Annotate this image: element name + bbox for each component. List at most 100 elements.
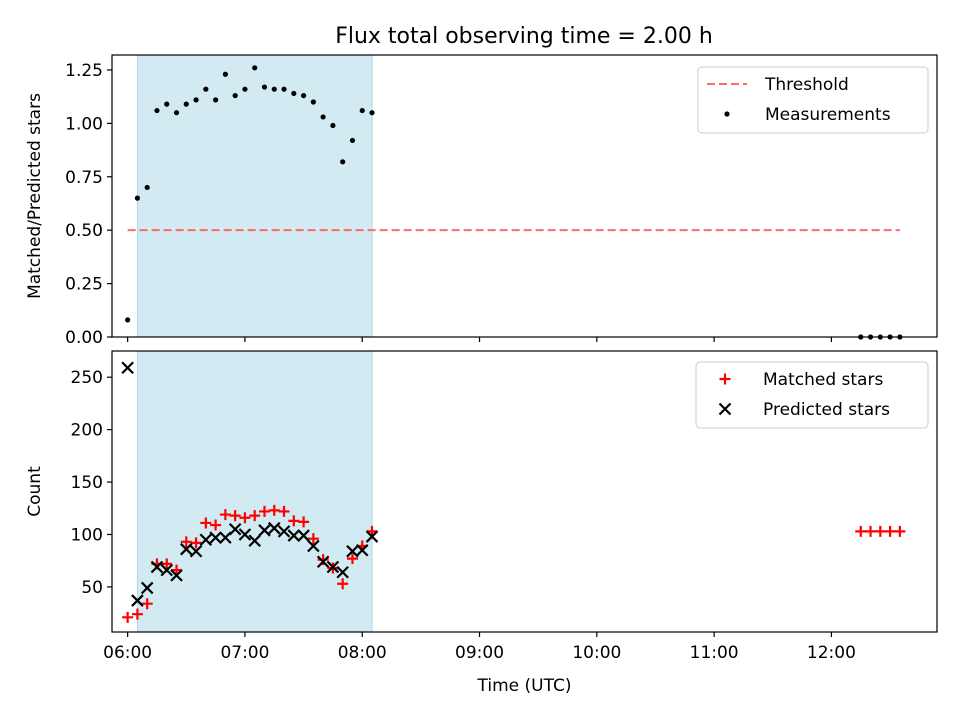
data-point — [337, 578, 349, 590]
data-point — [278, 505, 290, 517]
data-point — [239, 512, 251, 524]
data-point — [141, 598, 153, 610]
data-point — [193, 97, 199, 103]
data-point — [160, 563, 174, 577]
data-point — [200, 517, 212, 529]
data-point — [307, 533, 319, 545]
data-point — [340, 159, 346, 165]
x-tick-label: 11:00 — [690, 643, 739, 663]
data-point — [232, 92, 238, 99]
data-point — [261, 84, 268, 90]
legend-label: Measurements — [765, 105, 891, 125]
data-point — [131, 608, 143, 620]
data-point — [180, 536, 192, 548]
data-point — [258, 524, 271, 537]
data-point — [219, 509, 231, 521]
data-point — [336, 565, 349, 579]
data-point — [222, 71, 228, 77]
data-point — [140, 581, 154, 595]
data-point — [281, 86, 287, 92]
data-point — [170, 569, 183, 582]
data-point — [242, 86, 248, 92]
data-point — [300, 92, 307, 99]
legend-marker-swatch — [718, 402, 732, 416]
data-point — [288, 515, 300, 527]
legend: Threshold Measurements — [697, 66, 929, 134]
data-point — [359, 107, 365, 114]
data-point — [134, 195, 141, 201]
y-tick-label: 0.25 — [65, 275, 103, 295]
y-tick-label: 1.25 — [65, 61, 103, 81]
x-tick-label: 07:00 — [220, 643, 269, 663]
data-point — [297, 529, 310, 542]
data-point — [144, 184, 150, 191]
data-point — [258, 505, 270, 517]
data-point — [298, 516, 310, 528]
data-point — [855, 525, 867, 537]
observing-span — [136, 54, 373, 338]
data-point — [125, 317, 131, 323]
observing-span — [136, 350, 373, 633]
data-point — [307, 539, 320, 553]
data-point — [865, 525, 877, 537]
data-point — [355, 543, 369, 557]
data-point — [121, 361, 134, 375]
data-point — [316, 555, 330, 569]
data-point — [894, 525, 906, 537]
bottom-panel-counts: 50 100 150 200 250 06:00 07:00 08:00 09:00 10:00 1… — [25, 350, 938, 696]
x-tick-label: 12:00 — [807, 643, 856, 663]
x-tick-label: 09:00 — [455, 643, 504, 663]
legend-marker-swatch — [719, 373, 731, 385]
data-point — [369, 110, 375, 116]
data-point — [238, 528, 252, 541]
legend-marker-swatch — [724, 111, 730, 117]
legend-label: Predicted stars — [763, 400, 890, 420]
data-point — [874, 525, 886, 537]
y-tick-label: 200 — [71, 421, 103, 441]
data-point — [271, 86, 277, 92]
x-tick-label: 06:00 — [103, 643, 152, 663]
y-tick-label: 0.50 — [65, 221, 103, 241]
data-point — [150, 560, 164, 574]
legend-box — [695, 361, 929, 429]
data-point — [287, 529, 301, 542]
top-panel-ratio: 0.00 0.25 0.50 0.75 1.00 1.25 Matched/Predicte… — [25, 54, 938, 348]
y-tick-label: 50 — [81, 578, 103, 598]
data-point — [249, 510, 261, 522]
data-point — [161, 558, 173, 570]
data-point — [365, 530, 379, 543]
data-point — [267, 521, 281, 535]
y-tick-label: 0.00 — [65, 328, 103, 348]
data-point — [210, 519, 222, 531]
data-point — [173, 110, 180, 116]
data-point — [277, 525, 291, 538]
data-point — [154, 107, 160, 114]
data-point — [131, 594, 144, 607]
y-tick-label: 1.00 — [65, 114, 103, 134]
x-axis-label: Time (UTC) — [477, 676, 572, 696]
data-point — [213, 97, 219, 103]
data-point — [326, 560, 340, 574]
data-point — [190, 537, 202, 549]
data-point — [317, 554, 329, 566]
data-point — [228, 522, 242, 536]
x-tick-label: 10:00 — [572, 643, 621, 663]
data-point — [171, 564, 183, 576]
data-point — [884, 525, 896, 537]
data-point — [164, 101, 170, 107]
series-plus — [122, 504, 906, 623]
data-point — [330, 122, 336, 129]
data-point — [349, 137, 356, 144]
data-point — [268, 504, 280, 516]
data-point — [346, 553, 358, 565]
legend-box — [697, 66, 929, 134]
axes-frame — [111, 350, 938, 633]
y-tick-label: 150 — [71, 473, 103, 493]
data-point — [229, 510, 241, 522]
legend: Matched stars Predicted stars — [695, 361, 929, 429]
data-point — [248, 534, 261, 548]
data-point — [203, 86, 209, 92]
series-dot — [125, 65, 903, 340]
series-x — [121, 361, 379, 607]
